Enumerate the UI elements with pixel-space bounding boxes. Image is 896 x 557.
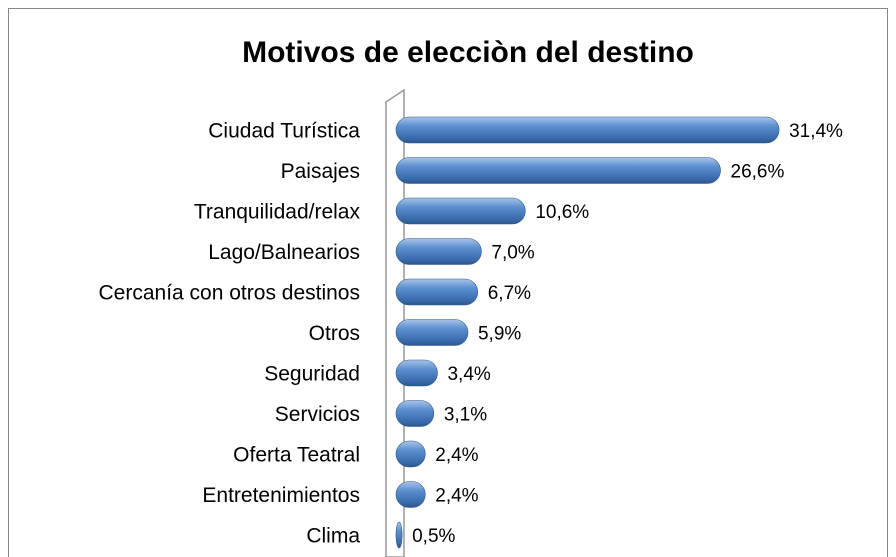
bar <box>395 521 403 549</box>
data-label: 26,6% <box>731 162 785 183</box>
bar <box>395 440 426 468</box>
bar <box>395 359 438 387</box>
bar <box>395 278 479 306</box>
bar <box>395 157 721 184</box>
data-label: 31,4% <box>789 121 843 142</box>
data-label: 3,4% <box>447 364 490 385</box>
data-label: 7,0% <box>491 243 534 264</box>
y-tick-label: Entretenimientos <box>202 484 360 507</box>
y-tick-label: Clima <box>306 525 360 548</box>
bar <box>395 481 426 508</box>
y-tick-label: Servicios <box>275 403 360 426</box>
y-tick-label: Lago/Balnearios <box>208 241 360 264</box>
chart-title: Motivos de elecciòn del destino <box>242 36 694 69</box>
y-tick-label: Paisajes <box>281 160 360 183</box>
bar <box>395 400 435 427</box>
data-label: 2,4% <box>435 445 478 466</box>
y-tick-label: Oferta Teatral <box>233 444 360 467</box>
data-label: 10,6% <box>535 202 589 223</box>
plot-area: Ciudad Turística 31,4% Paisajes 26,6% Tranqu… <box>99 116 843 549</box>
data-label: 2,4% <box>435 486 478 507</box>
y-tick-label: Cercanía con otros destinos <box>99 282 360 305</box>
data-label: 0,5% <box>412 526 455 547</box>
bar <box>395 319 469 346</box>
y-tick-label: Ciudad Turística <box>208 120 360 143</box>
data-label: 5,9% <box>478 324 521 345</box>
y-tick-label: Tranquilidad/relax <box>194 201 361 224</box>
bar <box>395 116 780 144</box>
bar <box>395 238 482 265</box>
y-tick-label: Otros <box>309 322 360 345</box>
y-tick-label: Seguridad <box>264 363 360 386</box>
bar <box>395 197 526 225</box>
data-label: 3,1% <box>444 405 487 426</box>
data-label: 6,7% <box>488 283 531 304</box>
